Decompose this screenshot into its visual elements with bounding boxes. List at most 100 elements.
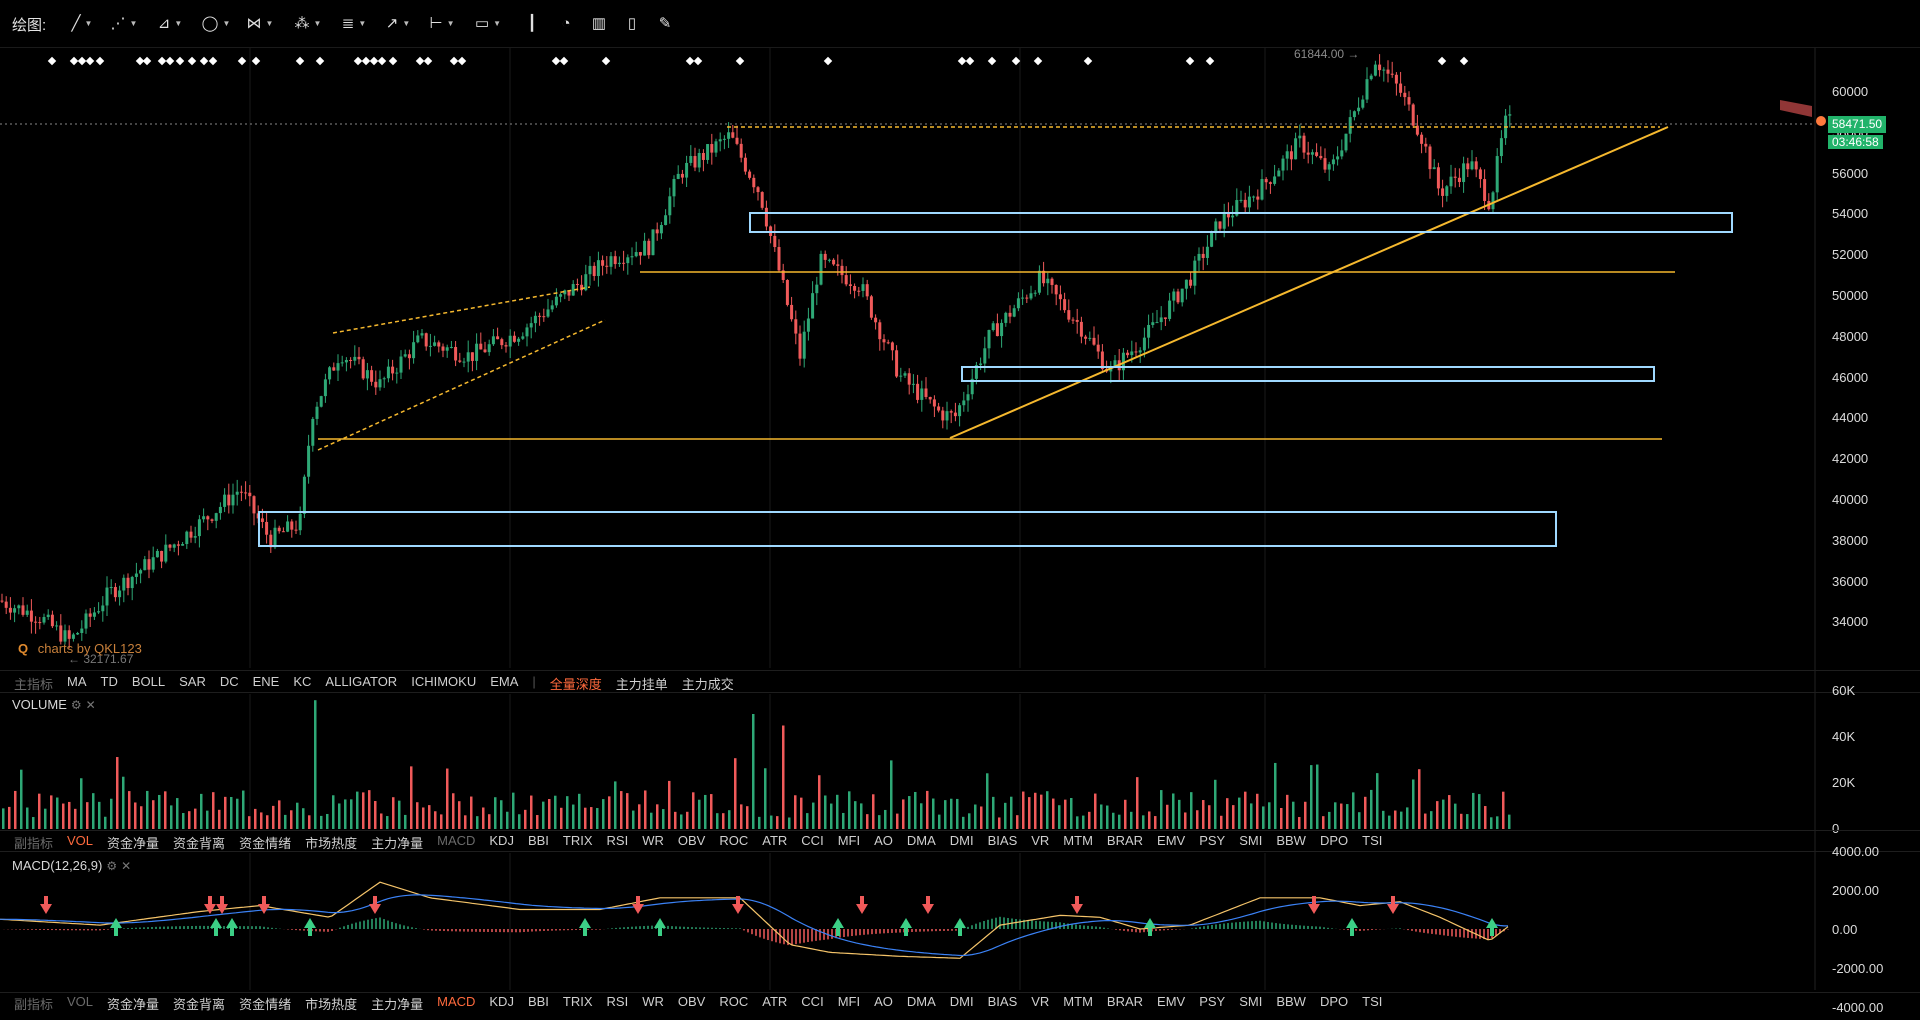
sub-indicator-tab[interactable]: VOL xyxy=(67,994,94,1009)
brush-icon[interactable]: ✎ xyxy=(658,15,672,32)
sub-indicator-tab[interactable]: MFI xyxy=(837,994,861,1009)
arrow-tool-icon[interactable]: ↗ ▼ xyxy=(385,15,411,32)
sub-indicator-tab[interactable]: RSI xyxy=(606,994,629,1009)
sub-indicator-tab[interactable]: CCI xyxy=(801,994,824,1009)
candle-body xyxy=(861,284,865,291)
sub-indicator-tab[interactable]: KDJ xyxy=(489,833,514,848)
sub-indicator-tab[interactable]: 资金净量 xyxy=(107,836,160,851)
sub-indicator-tab[interactable]: 资金背离 xyxy=(173,836,226,851)
sub-indicator-tab[interactable]: 主力净量 xyxy=(371,997,424,1012)
sub-indicator-tab[interactable]: TSI xyxy=(1362,994,1383,1009)
sub-indicator-tab[interactable]: MTM xyxy=(1063,833,1093,848)
sub-indicator-tab[interactable]: TRIX xyxy=(562,994,593,1009)
candle-body xyxy=(538,315,542,317)
sub-indicator-tab[interactable]: DMA xyxy=(906,833,936,848)
main-indicator-tab-sar[interactable]: SAR xyxy=(179,674,206,689)
sub-indicator-tab[interactable]: OBV xyxy=(677,833,706,848)
ellipse-tool-icon[interactable]: ◯ ▼ xyxy=(201,15,231,32)
main-indicator-tab-boll[interactable]: BOLL xyxy=(131,674,166,689)
candle-body xyxy=(223,494,227,507)
sub-indicator-tab[interactable]: MACD xyxy=(437,994,476,1009)
sub-indicator-tab[interactable]: 市场热度 xyxy=(305,997,358,1012)
volume-bar xyxy=(1298,817,1301,829)
sub-indicator-tab[interactable]: MTM xyxy=(1063,994,1093,1009)
sub-indicator-tab[interactable]: PSY xyxy=(1199,833,1226,848)
hlines-tool-icon[interactable]: ≣ ▼ xyxy=(341,15,367,32)
sub-indicator-tab[interactable]: ROC xyxy=(719,833,749,848)
sub-indicator-tab[interactable]: RSI xyxy=(606,833,629,848)
sub-indicator-tab[interactable]: AO xyxy=(874,994,893,1009)
sub-indicator-tab[interactable]: DMI xyxy=(949,994,974,1009)
line-tool-icon[interactable]: ╱ ▼ xyxy=(71,15,93,32)
candle-icon[interactable]: ┃ xyxy=(527,15,537,32)
sub-indicator-tab[interactable]: 资金情绪 xyxy=(239,836,292,851)
comment-tool-icon[interactable]: ▭ ▼ xyxy=(474,15,502,32)
main-indicator-tab-ene[interactable]: ENE xyxy=(252,674,280,689)
close-icon[interactable]: ✕ xyxy=(121,859,132,873)
sub-indicator-tab[interactable]: VR xyxy=(1031,833,1050,848)
main-indicator-tab-dc[interactable]: DC xyxy=(219,674,239,689)
sub-indicator-tab[interactable]: ROC xyxy=(719,994,749,1009)
sub-indicator-tab[interactable]: BBW xyxy=(1276,994,1306,1009)
sub-indicator-tab[interactable]: EMV xyxy=(1157,833,1186,848)
main-indicator-tab-ma[interactable]: MA xyxy=(67,674,87,689)
measure-tool-icon[interactable]: ⊢ ▼ xyxy=(429,15,455,32)
sub-indicator-tab[interactable]: PSY xyxy=(1199,994,1226,1009)
sub-indicator-tab[interactable]: SMI xyxy=(1239,994,1263,1009)
main-indicator-tab-kc[interactable]: KC xyxy=(293,674,312,689)
sub-indicator-tab[interactable]: BIAS xyxy=(987,833,1018,848)
main-indicator-tab-ichimoku[interactable]: ICHIMOKU xyxy=(411,674,477,689)
wave-tool-icon[interactable]: ⋈ ▼ xyxy=(246,15,274,32)
sub-indicator-tab[interactable]: CCI xyxy=(801,833,824,848)
sub-indicator-tab[interactable]: ATR xyxy=(762,833,788,848)
sub-indicator-tab[interactable]: WR xyxy=(642,833,664,848)
sub-indicator-tab[interactable]: BBW xyxy=(1276,833,1306,848)
sub-indicator-tab[interactable]: KDJ xyxy=(489,994,514,1009)
bars-icon[interactable]: ▥ xyxy=(591,15,607,32)
tab-main-trades[interactable]: 主力成交 xyxy=(681,677,734,692)
sub-indicator-tab[interactable]: TRIX xyxy=(562,833,593,848)
sub-indicator-tab[interactable]: DMI xyxy=(949,833,974,848)
tab-full-depth[interactable]: 全量深度 xyxy=(549,677,602,692)
volume-bar xyxy=(1034,792,1037,829)
pattern-tool-icon[interactable]: ⁂ ▼ xyxy=(294,15,322,32)
sub-indicator-tab[interactable]: WR xyxy=(642,994,664,1009)
sub-indicator-tab[interactable]: DPO xyxy=(1319,994,1349,1009)
sub-indicator-tab[interactable]: MACD xyxy=(437,833,476,848)
tab-main-orders[interactable]: 主力挂单 xyxy=(615,677,668,692)
sub-indicator-tab[interactable]: DPO xyxy=(1319,833,1349,848)
main-indicator-tab-td[interactable]: TD xyxy=(100,674,118,689)
line-chart-icon[interactable]: ◔ xyxy=(561,14,571,32)
sub-indicator-tab[interactable]: 市场热度 xyxy=(305,836,358,851)
sub-indicator-tab[interactable]: BBI xyxy=(527,833,549,848)
sub-indicator-tab[interactable]: SMI xyxy=(1239,833,1263,848)
settings-icon[interactable]: ⚙ xyxy=(106,859,118,873)
sub-indicator-tab[interactable]: ATR xyxy=(762,994,788,1009)
sub-indicator-tab[interactable]: BRAR xyxy=(1106,833,1144,848)
sub-indicator-tab[interactable]: TSI xyxy=(1362,833,1383,848)
trash-icon[interactable]: ▯ xyxy=(627,15,637,32)
angle-tool-icon[interactable]: ⊿ ▼ xyxy=(157,15,183,32)
sub-indicator-tab[interactable]: 资金背离 xyxy=(173,997,226,1012)
sub-indicator-tab[interactable]: VOL xyxy=(67,833,94,848)
sub-indicator-tab[interactable]: AO xyxy=(874,833,893,848)
sub-indicator-tab[interactable]: BBI xyxy=(527,994,549,1009)
fib-tool-icon[interactable]: ⋰ ▼ xyxy=(110,15,138,32)
candle-body xyxy=(567,290,571,296)
sub-indicator-tab[interactable]: OBV xyxy=(677,994,706,1009)
sub-indicator-tab[interactable]: BRAR xyxy=(1106,994,1144,1009)
sub-indicator-tab[interactable]: 资金情绪 xyxy=(239,997,292,1012)
main-indicator-tab-ema[interactable]: EMA xyxy=(490,674,519,689)
sub-indicator-tab[interactable]: VR xyxy=(1031,994,1050,1009)
sub-indicator-tab[interactable]: 资金净量 xyxy=(107,997,160,1012)
sub-indicator-tab[interactable]: EMV xyxy=(1157,994,1186,1009)
volume-bar xyxy=(1028,797,1031,829)
settings-icon[interactable]: ⚙ xyxy=(70,698,82,712)
sub-indicator-tab[interactable]: 主力净量 xyxy=(371,836,424,851)
sub-indicator-tab[interactable]: MFI xyxy=(837,833,861,848)
sub-indicator-tab[interactable]: DMA xyxy=(906,994,936,1009)
main-indicator-tab-alligator[interactable]: ALLIGATOR xyxy=(325,674,398,689)
sub-indicator-tab[interactable]: BIAS xyxy=(987,994,1018,1009)
close-icon[interactable]: ✕ xyxy=(85,698,96,712)
